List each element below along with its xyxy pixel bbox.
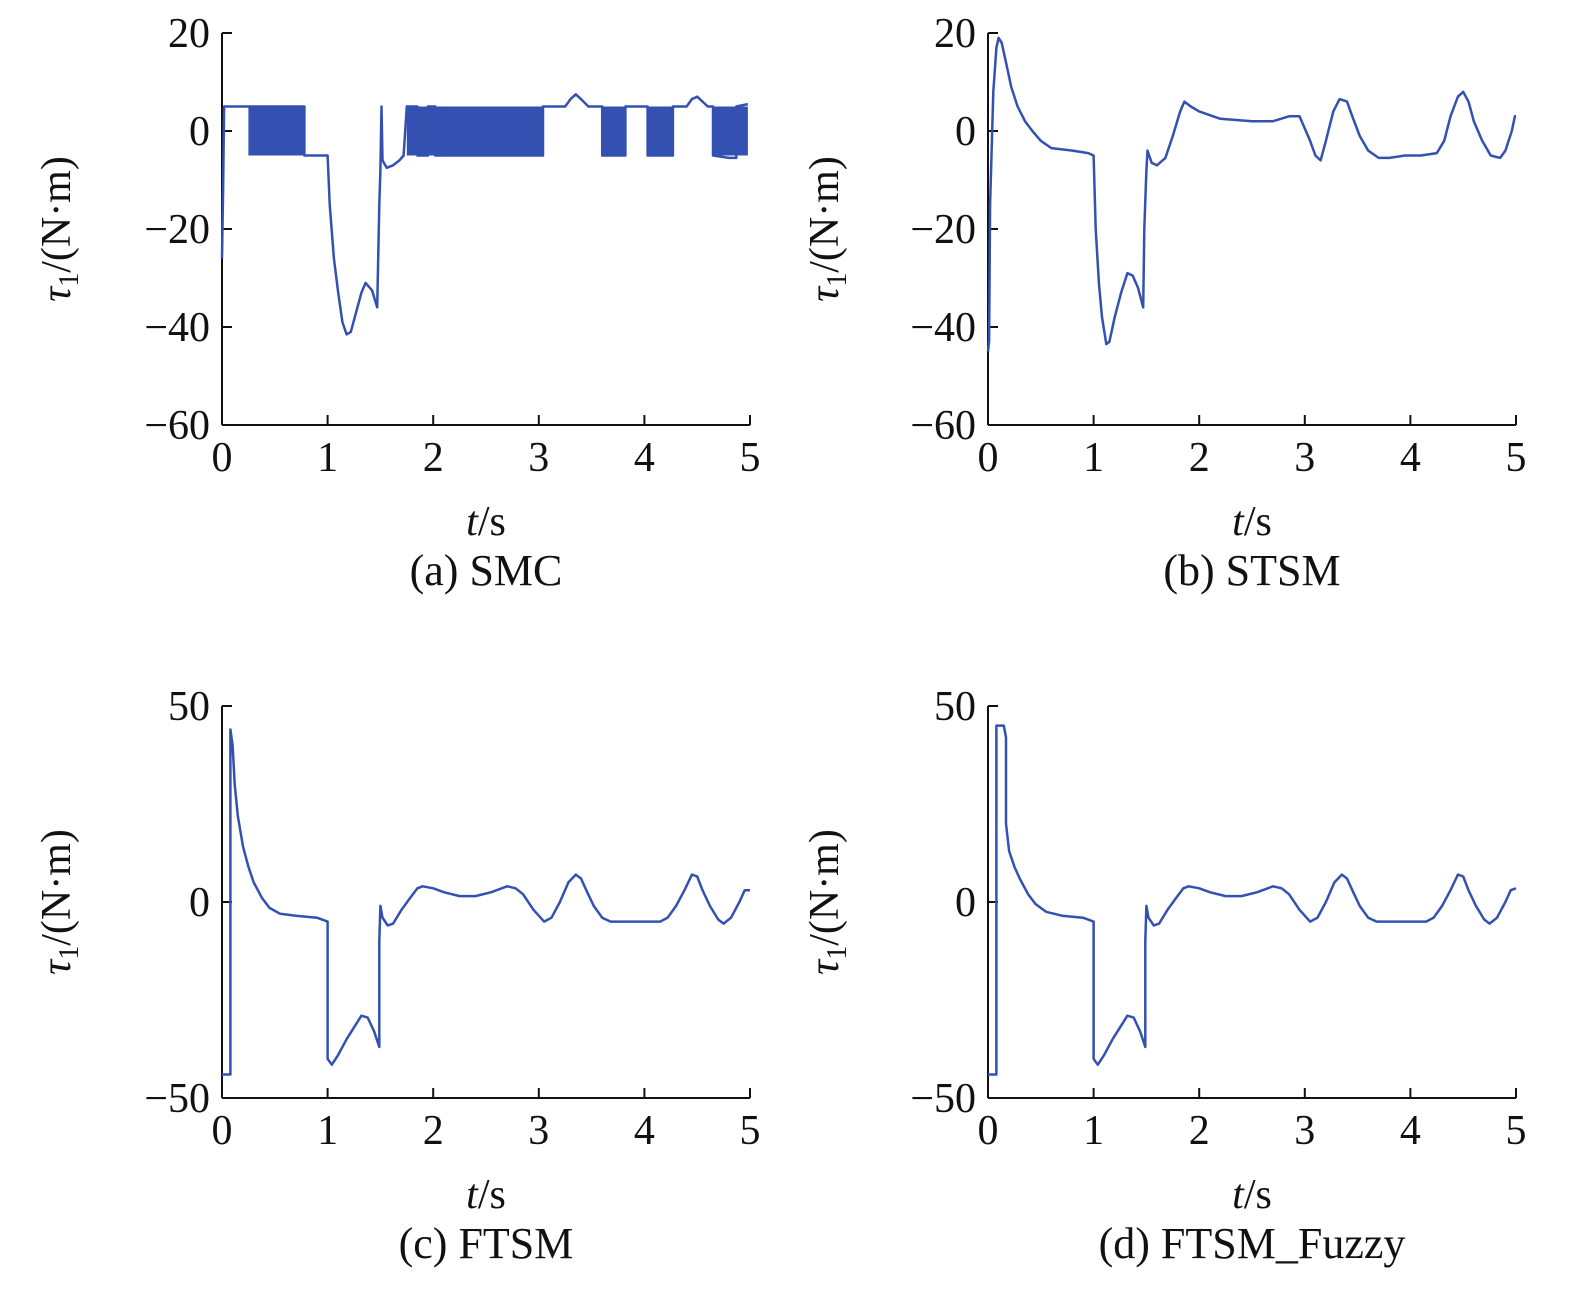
- panel-caption: (c) FTSM: [399, 1219, 574, 1268]
- chatter-band: [406, 106, 436, 156]
- y-axis-title: τ1/(N·m): [34, 829, 85, 975]
- x-tick-label: 5: [740, 1108, 761, 1154]
- x-tick-label: 0: [212, 435, 233, 481]
- y-tick-label: 20: [168, 11, 210, 57]
- x-tick-label: 4: [1400, 435, 1421, 481]
- panel-1: 0 1 2 3 4 5 20 0 −20 −40 −60 τ1/(N·m) t/s(a) SMC: [34, 11, 761, 595]
- x-tick-label: 3: [528, 1108, 549, 1154]
- chatter-band: [435, 106, 544, 156]
- series-line: [986, 36, 1517, 352]
- y-tick-label: 0: [955, 880, 976, 926]
- x-tick-label: 1: [1083, 435, 1104, 481]
- x-tick-label: 3: [1294, 435, 1315, 481]
- x-axis-title: t/s: [466, 1172, 506, 1218]
- y-tick-label: 50: [168, 684, 210, 730]
- series-line: [988, 724, 1517, 1076]
- x-tick-label: 5: [1506, 435, 1527, 481]
- y-tick-label: 0: [955, 109, 976, 155]
- x-tick-label: 2: [423, 1108, 444, 1154]
- y-axis-title: τ1/(N·m): [34, 156, 85, 302]
- y-tick-label: −20: [144, 207, 210, 253]
- x-tick-label: 5: [1506, 1108, 1527, 1154]
- chatter-band: [713, 106, 748, 156]
- y-tick-label: 20: [934, 11, 976, 57]
- y-tick-label: −50: [144, 1076, 210, 1122]
- panel-2: 0 1 2 3 4 5 20 0 −20 −40 −60 τ1/(N·m) t/s(b) STSM: [802, 11, 1527, 595]
- x-tick-label: 3: [1294, 1108, 1315, 1154]
- x-axis-title: t/s: [1232, 499, 1272, 545]
- panel-caption: (b) STSM: [1163, 546, 1340, 595]
- panel-caption: (d) FTSM_Fuzzy: [1099, 1219, 1406, 1268]
- y-axis-title: τ1/(N·m): [802, 156, 853, 302]
- y-tick-label: −50: [910, 1076, 976, 1122]
- x-tick-label: 1: [317, 435, 338, 481]
- y-tick-label: −60: [144, 403, 210, 449]
- x-tick-label: 5: [740, 435, 761, 481]
- series-line: [222, 728, 750, 1076]
- x-tick-label: 0: [978, 1108, 999, 1154]
- chatter-band: [647, 106, 673, 156]
- x-tick-label: 3: [528, 435, 549, 481]
- y-tick-label: 0: [189, 109, 210, 155]
- y-tick-label: 50: [934, 684, 976, 730]
- chatter-band: [602, 106, 626, 156]
- x-tick-label: 4: [1400, 1108, 1421, 1154]
- x-tick-label: 2: [1189, 1108, 1210, 1154]
- y-tick-label: −20: [910, 207, 976, 253]
- y-tick-label: 0: [189, 880, 210, 926]
- x-axis-title: t/s: [466, 499, 506, 545]
- y-axis-title: τ1/(N·m): [802, 829, 853, 975]
- x-tick-label: 4: [634, 435, 655, 481]
- chatter-band: [248, 106, 305, 156]
- y-tick-label: −60: [910, 403, 976, 449]
- x-tick-label: 1: [1083, 1108, 1104, 1154]
- x-tick-label: 0: [212, 1108, 233, 1154]
- x-tick-label: 2: [1189, 435, 1210, 481]
- y-tick-label: −40: [910, 305, 976, 351]
- panel-caption: (a) SMC: [410, 546, 563, 595]
- x-tick-label: 4: [634, 1108, 655, 1154]
- series-line: [220, 93, 749, 336]
- x-tick-label: 0: [978, 435, 999, 481]
- x-axis-title: t/s: [1232, 1172, 1272, 1218]
- x-tick-label: 2: [423, 435, 444, 481]
- y-tick-label: −40: [144, 305, 210, 351]
- x-tick-label: 1: [317, 1108, 338, 1154]
